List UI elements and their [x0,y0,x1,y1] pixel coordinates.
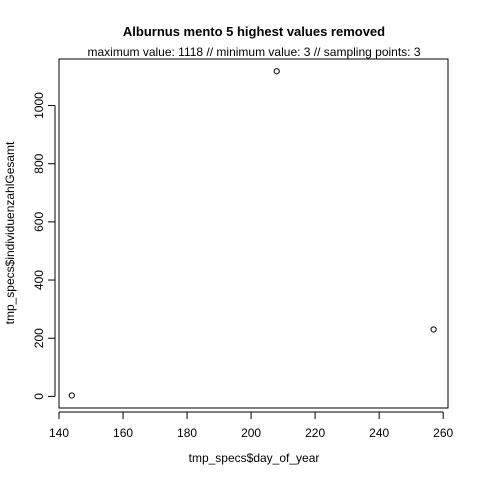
x-tick-label: 260 [433,426,453,440]
y-tick-label: 200 [32,328,46,348]
plot-frame [58,58,449,409]
x-tick-label: 180 [177,426,197,440]
y-tick-label: 800 [32,153,46,173]
y-tick-label: 0 [32,393,46,400]
x-axis: 140 160 180 200 220 240 260 [49,411,454,440]
chart-title: Alburnus mento 5 highest values removed [123,24,385,39]
x-axis-label: tmp_specs$day_of_year [189,451,320,465]
y-axis: 0 200 400 600 800 1000 [32,92,56,400]
x-tick-label: 220 [305,426,325,440]
x-tick-label: 200 [241,426,261,440]
x-tick-label: 240 [369,426,389,440]
y-tick-label: 1000 [32,92,46,119]
x-tick-label: 160 [113,426,133,440]
y-tick-label: 600 [32,212,46,232]
data-point [68,392,75,399]
data-point [430,326,437,333]
data-points [68,68,437,399]
y-tick-label: 400 [32,270,46,290]
y-axis-label: tmp_specs$individuenzahlGesamt [3,141,17,324]
data-point [273,68,280,75]
chart-subtitle: maximum value: 1118 // minimum value: 3 … [87,45,420,59]
x-tick-label: 140 [49,426,69,440]
